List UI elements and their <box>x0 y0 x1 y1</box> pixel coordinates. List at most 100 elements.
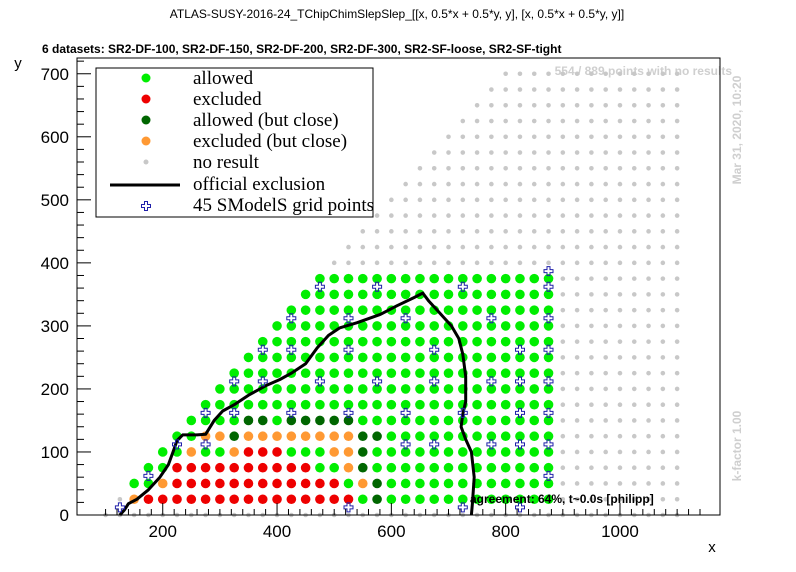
y-tick-label: 700 <box>41 65 69 84</box>
allowed-point <box>429 289 440 300</box>
no-result-point <box>674 197 680 203</box>
excluded-point <box>300 494 311 505</box>
allowed-point <box>500 462 511 473</box>
allowed-point <box>515 478 525 489</box>
allowed-point <box>415 336 425 347</box>
no-result-point <box>560 323 566 329</box>
allowed-point <box>143 462 154 473</box>
no-result-point <box>603 87 608 92</box>
no-result-point <box>489 213 494 218</box>
no-result-point <box>660 402 666 407</box>
allowed-point <box>329 289 340 300</box>
no-result-point <box>574 292 580 297</box>
x-tick-label: 600 <box>377 522 405 541</box>
no-result-point <box>517 166 523 171</box>
no-result-point <box>546 87 551 92</box>
no-result-point <box>517 102 523 108</box>
no-result-point <box>489 102 494 108</box>
no-result-point <box>674 386 680 392</box>
smodels-grid-point <box>515 439 525 450</box>
excluded-point <box>257 478 268 489</box>
excluded-point <box>243 478 254 489</box>
no-result-point <box>517 197 523 203</box>
allowed-point <box>500 478 511 489</box>
no-result-point <box>446 213 451 218</box>
no-result-point <box>460 244 466 250</box>
no-result-point <box>517 229 523 234</box>
no-result-point <box>431 260 437 266</box>
no-result-point <box>560 433 566 439</box>
no-result-point <box>403 197 408 203</box>
no-result-point <box>674 323 680 329</box>
allowed-point <box>543 336 554 347</box>
no-result-point <box>603 449 608 455</box>
allowed-point <box>400 368 411 378</box>
smodels-grid-point <box>515 344 525 355</box>
no-result-point <box>631 213 637 218</box>
smodels-grid-point <box>543 407 554 418</box>
smodels-grid-point <box>343 344 354 355</box>
allowed-point <box>543 321 554 331</box>
no-result-point <box>646 244 651 250</box>
smodels-grid-point <box>286 313 297 324</box>
no-result-point <box>531 181 537 187</box>
no-result-point <box>560 260 566 266</box>
no-result-point <box>503 71 508 77</box>
no-result-point <box>660 260 666 266</box>
allowed-point <box>443 431 454 442</box>
no-result-point <box>403 213 408 218</box>
allowed-point <box>500 289 511 300</box>
legend-allowed-close-marker <box>141 115 151 125</box>
excluded-point <box>172 462 182 473</box>
no-result-point <box>603 386 608 392</box>
smodels-grid-point <box>200 407 211 418</box>
allowed-point <box>443 447 454 457</box>
allowed-point <box>129 478 139 489</box>
allowed-point <box>300 384 311 394</box>
allowed-point <box>472 305 482 315</box>
allowed-point <box>272 368 282 378</box>
allowed-point <box>529 399 540 410</box>
allowed-point <box>458 273 468 284</box>
no-result-point <box>560 134 566 140</box>
no-result-point <box>374 213 380 218</box>
no-result-point <box>603 465 608 471</box>
allowed-point <box>372 305 382 315</box>
no-result-point <box>446 150 451 155</box>
allowed-point <box>415 352 425 363</box>
no-result-point <box>660 244 666 250</box>
legend-excluded-marker <box>141 94 151 104</box>
excluded-point <box>157 494 168 505</box>
chart-subtitle: 6 datasets: SR2-DF-100, SR2-DF-150, SR2-… <box>42 42 561 56</box>
allowed-point <box>315 305 325 315</box>
no-result-point <box>574 134 580 140</box>
no-result-point <box>660 307 666 313</box>
allowed-point <box>372 399 382 410</box>
excluded-close-point <box>300 431 311 442</box>
smodels-grid-point <box>429 439 440 450</box>
no-result-point <box>631 449 637 455</box>
no-result-point <box>631 260 637 266</box>
no-result-point <box>646 418 651 423</box>
no-result-point <box>403 260 408 266</box>
excluded-close-point <box>343 447 354 457</box>
no-result-point <box>617 260 623 266</box>
allowed-point <box>486 273 497 284</box>
no-result-point <box>546 181 551 187</box>
no-result-point <box>617 481 623 486</box>
no-result-point <box>660 481 666 486</box>
no-result-point <box>603 118 608 124</box>
allowed-close-point <box>372 494 382 505</box>
allowed-point <box>243 399 254 410</box>
smodels-grid-point <box>286 344 297 355</box>
allowed-point <box>543 399 554 410</box>
allowed-point <box>357 494 368 505</box>
no-result-point <box>431 244 437 250</box>
allowed-point <box>486 447 497 457</box>
no-result-point <box>646 150 651 155</box>
allowed-close-point <box>243 415 254 426</box>
no-result-point <box>589 418 594 423</box>
allowed-point <box>386 368 397 378</box>
allowed-point <box>286 384 297 394</box>
allowed-point <box>400 415 411 426</box>
